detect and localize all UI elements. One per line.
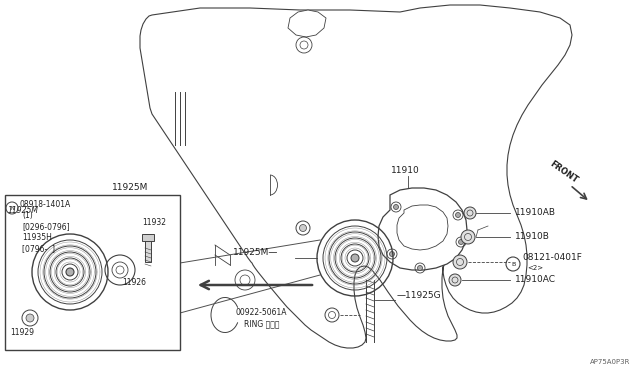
Text: 08918-1401A: 08918-1401A bbox=[20, 200, 71, 209]
Text: RING リング: RING リング bbox=[244, 319, 280, 328]
Circle shape bbox=[417, 266, 422, 270]
Text: 11935H: 11935H bbox=[22, 233, 52, 242]
Circle shape bbox=[351, 254, 359, 262]
Text: 11926: 11926 bbox=[122, 278, 146, 287]
Polygon shape bbox=[397, 205, 448, 250]
Text: [0796-  ]: [0796- ] bbox=[22, 244, 55, 253]
Text: 00922-5061A: 00922-5061A bbox=[236, 308, 287, 317]
Text: N: N bbox=[10, 206, 14, 212]
Text: 11910B: 11910B bbox=[515, 232, 550, 241]
Text: FRONT: FRONT bbox=[548, 159, 579, 185]
Text: (1): (1) bbox=[22, 211, 33, 220]
Text: [0296-0796]: [0296-0796] bbox=[22, 222, 70, 231]
Circle shape bbox=[458, 240, 463, 244]
Circle shape bbox=[26, 314, 34, 322]
Text: 11910AB: 11910AB bbox=[515, 208, 556, 217]
Polygon shape bbox=[378, 188, 467, 270]
Circle shape bbox=[394, 205, 399, 209]
Text: B: B bbox=[511, 263, 515, 267]
Text: <2>: <2> bbox=[527, 265, 543, 271]
Circle shape bbox=[461, 230, 475, 244]
Text: 11925M: 11925M bbox=[112, 183, 148, 192]
Polygon shape bbox=[288, 10, 326, 37]
Text: 08121-0401F: 08121-0401F bbox=[522, 253, 582, 262]
Text: 11929: 11929 bbox=[10, 328, 34, 337]
Circle shape bbox=[449, 274, 461, 286]
Text: —11925G: —11925G bbox=[397, 291, 442, 300]
Text: 11910AC: 11910AC bbox=[515, 275, 556, 284]
Polygon shape bbox=[140, 5, 572, 348]
Text: 11932: 11932 bbox=[142, 218, 166, 227]
Circle shape bbox=[418, 223, 428, 233]
Circle shape bbox=[66, 268, 74, 276]
Circle shape bbox=[453, 255, 467, 269]
Bar bbox=[142, 234, 154, 241]
Circle shape bbox=[464, 207, 476, 219]
Text: 11910: 11910 bbox=[390, 166, 419, 175]
Bar bbox=[145, 234, 151, 262]
Circle shape bbox=[300, 224, 307, 231]
Text: 11925M: 11925M bbox=[8, 206, 39, 215]
Circle shape bbox=[456, 212, 461, 218]
Circle shape bbox=[390, 251, 394, 257]
Text: AP75A0P3R: AP75A0P3R bbox=[589, 359, 630, 365]
Bar bbox=[5, 195, 180, 350]
Text: 11925M—: 11925M— bbox=[232, 248, 278, 257]
